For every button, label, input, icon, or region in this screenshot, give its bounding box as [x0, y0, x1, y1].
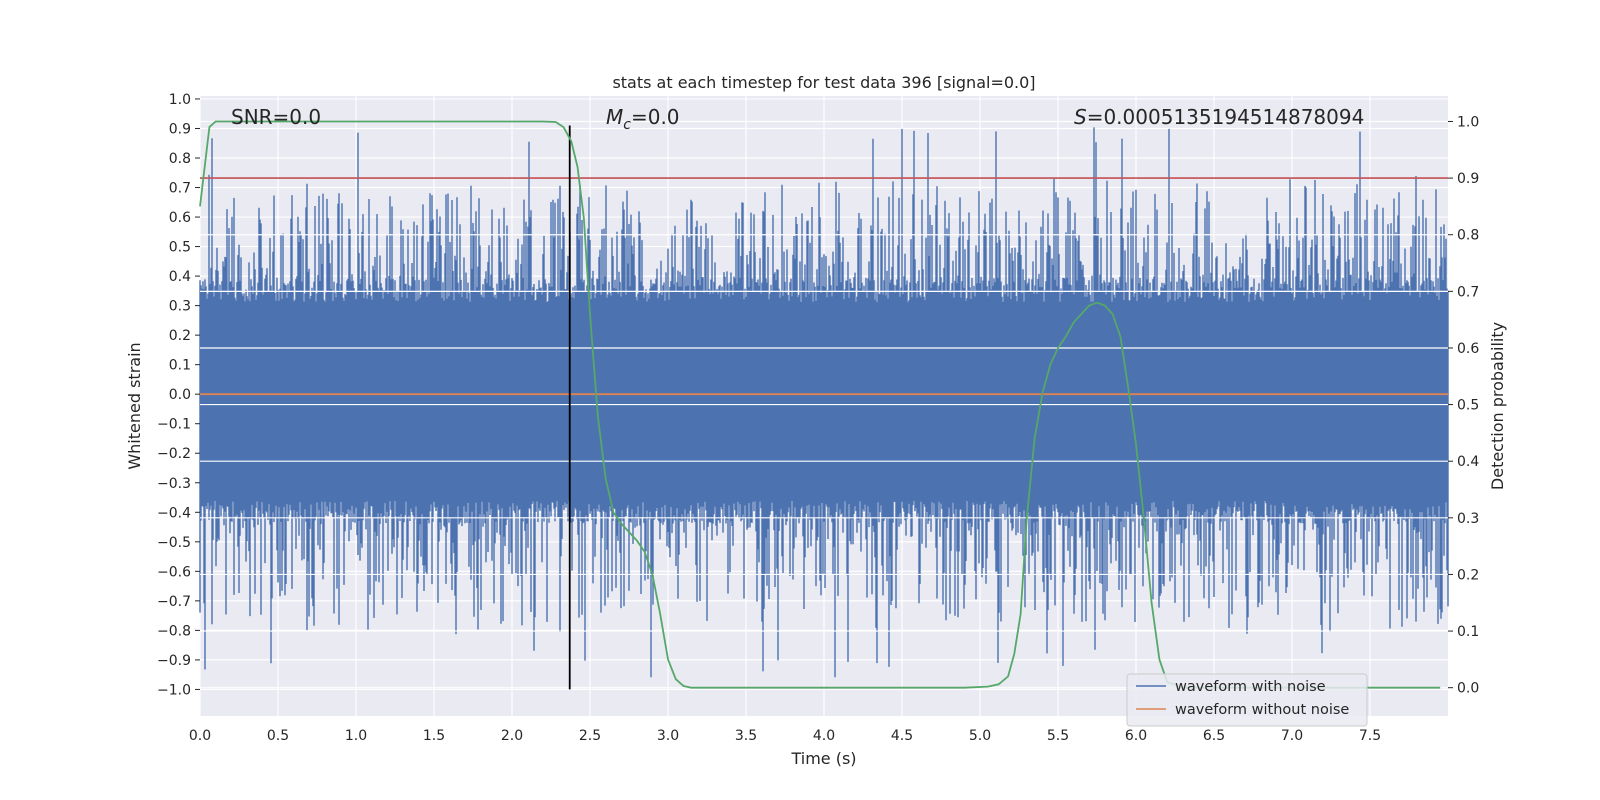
- legend: waveform with noise waveform without noi…: [1126, 673, 1368, 727]
- y-left-tick-label: 0.7: [169, 181, 191, 197]
- legend-label-noise: waveform with noise: [1175, 679, 1326, 695]
- y-left-tick-label: −0.7: [157, 594, 191, 610]
- series-waveform-with-noise: [199, 127, 1449, 678]
- y-left-tick-label: 0.3: [169, 299, 191, 315]
- x-tick-label: 0.0: [189, 728, 211, 744]
- y-left-tick-label: 1.0: [169, 92, 191, 108]
- y-right-tick-label: 0.7: [1457, 284, 1479, 300]
- x-tick-label: 6.0: [1125, 728, 1147, 744]
- y-axis-right-label: Detection probability: [1488, 322, 1507, 490]
- noise-core: [200, 302, 1448, 501]
- snr-annotation: SNR=0.0: [231, 105, 321, 129]
- y-right-tick-label: 0.9: [1457, 171, 1479, 187]
- chirp-mass-annotation: Mc=0.0: [606, 105, 680, 133]
- mc-subscript: c: [623, 117, 631, 133]
- y-left-tick-label: 0.9: [169, 121, 191, 137]
- x-tick-label: 5.5: [1047, 728, 1069, 744]
- x-tick-label: 0.5: [267, 728, 289, 744]
- x-axis-label: Time (s): [790, 749, 856, 768]
- mc-value: =0.0: [631, 105, 680, 129]
- y-right-tick-label: 1.0: [1457, 114, 1479, 130]
- x-tick-label: 2.5: [579, 728, 601, 744]
- legend-label-clean: waveform without noise: [1175, 702, 1349, 718]
- y-left-tick-label: 0.8: [169, 151, 191, 167]
- x-tick-label: 7.5: [1359, 728, 1381, 744]
- x-tick-label: 5.0: [969, 728, 991, 744]
- x-tick-label: 3.5: [735, 728, 757, 744]
- y-left-tick-label: 0.1: [169, 358, 191, 374]
- x-tick-label: 2.0: [501, 728, 523, 744]
- y-left-tick-label: 0.5: [169, 240, 191, 256]
- x-tick-label: 4.5: [891, 728, 913, 744]
- y-left-tick-label: 0.0: [169, 387, 191, 403]
- axis-ticks: 0.0 0.5 1.0 1.5 2.0 2.5 3.0 3.5 4.0 4.5 5.0 5.5 6.0 6…: [157, 92, 1479, 744]
- x-tick-label: 7.0: [1281, 728, 1303, 744]
- y-axis-left-label: Whitened strain: [125, 342, 144, 469]
- y-left-tick-label: −0.2: [157, 446, 191, 462]
- chart-title: stats at each timestep for test data 396…: [612, 73, 1035, 92]
- y-right-tick-label: 0.4: [1457, 454, 1479, 470]
- y-left-tick-label: −0.9: [157, 653, 191, 669]
- x-tick-label: 1.0: [345, 728, 367, 744]
- y-left-tick-label: 0.4: [169, 269, 191, 285]
- score-annotation: S=0.0005135194514878094: [1074, 105, 1364, 129]
- y-left-tick-label: −1.0: [157, 682, 191, 698]
- y-right-tick-label: 0.0: [1457, 681, 1479, 697]
- y-right-tick-label: 0.5: [1457, 398, 1479, 414]
- y-right-tick-label: 0.6: [1457, 341, 1479, 357]
- y-left-tick-label: −0.4: [157, 505, 191, 521]
- mc-symbol: M: [606, 105, 623, 129]
- y-left-tick-label: −0.1: [157, 417, 191, 433]
- y-left-tick-label: −0.3: [157, 476, 191, 492]
- y-right-tick-label: 0.2: [1457, 567, 1479, 583]
- y-left-tick-label: 0.6: [169, 210, 191, 226]
- x-tick-label: 4.0: [813, 728, 835, 744]
- s-symbol: S: [1074, 105, 1087, 129]
- x-tick-label: 6.5: [1203, 728, 1225, 744]
- y-left-tick-label: −0.6: [157, 564, 191, 580]
- y-right-tick-label: 0.1: [1457, 624, 1479, 640]
- y-right-tick-label: 0.3: [1457, 511, 1479, 527]
- y-left-tick-label: −0.8: [157, 623, 191, 639]
- y-left-tick-label: −0.5: [157, 535, 191, 551]
- s-value: =0.0005135194514878094: [1087, 105, 1365, 129]
- y-right-tick-label: 0.8: [1457, 228, 1479, 244]
- overlay-lines: [199, 120, 1448, 690]
- x-tick-label: 3.0: [657, 728, 679, 744]
- x-tick-label: 1.5: [423, 728, 445, 744]
- series-detection-probability: [199, 120, 1441, 689]
- legend-box: [1126, 673, 1368, 727]
- y-left-tick-label: 0.2: [169, 328, 191, 344]
